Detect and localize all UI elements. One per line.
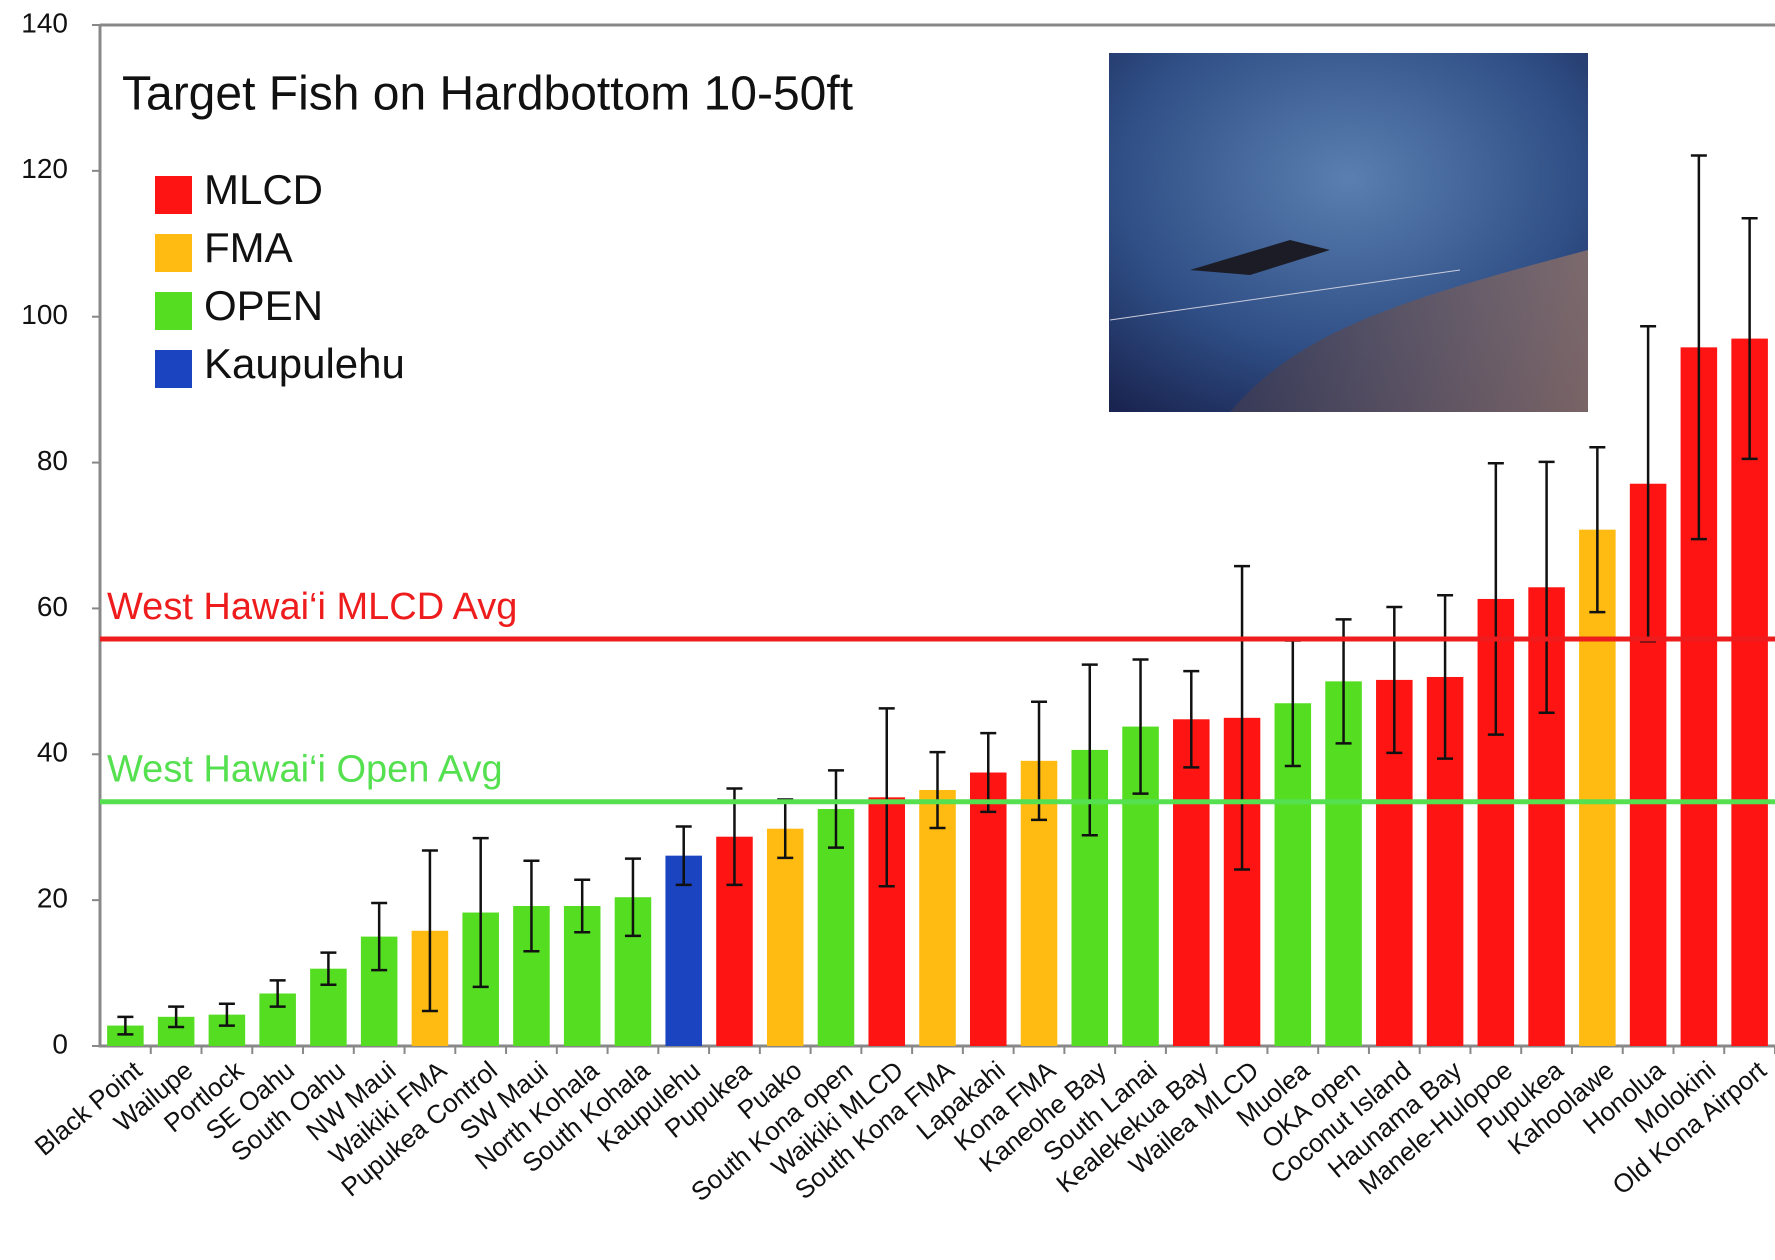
legend: MLCD FMA OPEN Kaupulehu (155, 166, 405, 388)
y-tick-label: 40 (37, 737, 68, 768)
legend-swatch (155, 234, 192, 272)
chart-title: Target Fish on Hardbottom 10-50ft (122, 68, 853, 121)
y-tick-label: 140 (21, 7, 68, 38)
legend-swatch (155, 176, 192, 214)
y-tick-label: 120 (21, 153, 68, 184)
y-tick-label: 80 (37, 445, 68, 476)
y-tick-label: 20 (37, 883, 68, 914)
bar (767, 829, 804, 1046)
reference-label: West Hawai‘i Open Avg (107, 749, 503, 791)
bar (970, 773, 1007, 1046)
reference-label: West Hawai‘i MLCD Avg (107, 586, 517, 628)
y-tick-label: 100 (21, 299, 68, 330)
legend-label: OPEN (204, 282, 323, 329)
y-tick-label: 0 (52, 1028, 68, 1059)
chart: Target Fish on Hardbottom 10-50ft MLCD FM… (0, 0, 1775, 1260)
photo-inset (1109, 53, 1588, 412)
y-tick-label: 60 (37, 591, 68, 622)
legend-label: MLCD (204, 166, 323, 213)
legend-swatch (155, 292, 192, 330)
legend-label: FMA (204, 224, 293, 271)
legend-label: Kaupulehu (204, 340, 405, 387)
legend-swatch (155, 350, 192, 388)
